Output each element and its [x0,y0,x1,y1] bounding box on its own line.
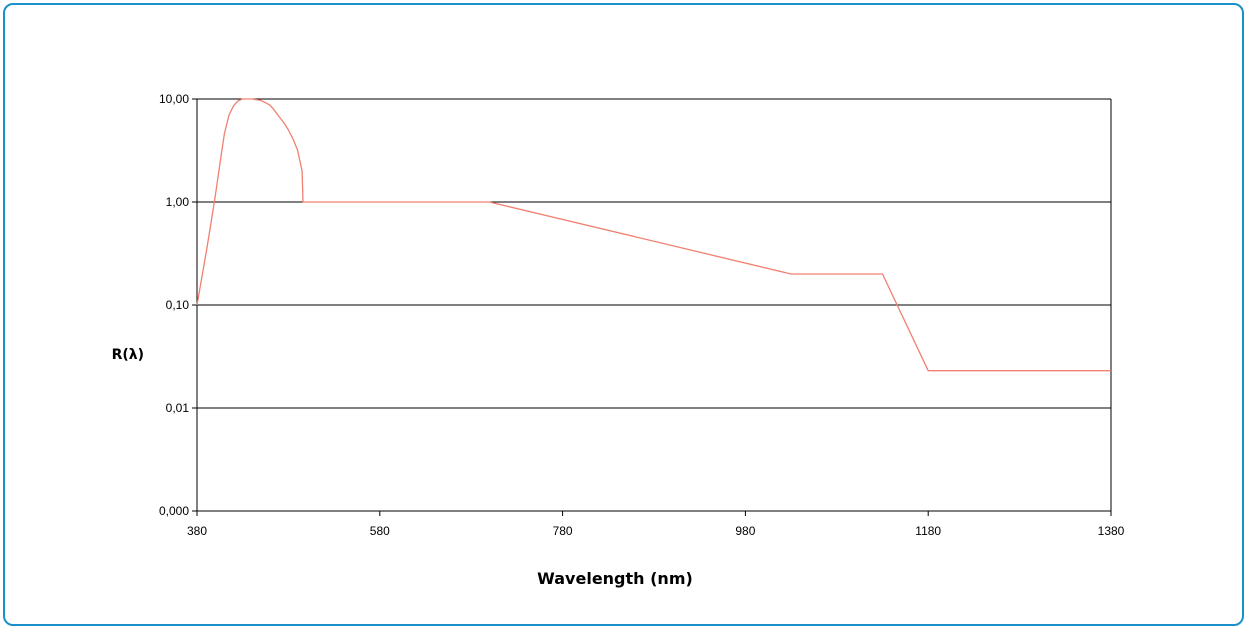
y-tick-label: 1,00 [166,195,190,209]
x-tick-label: 1380 [1098,524,1125,538]
y-tick-label: 10,00 [159,92,189,106]
x-tick-labels: 380 580 780 980 1180 1380 [187,524,1125,538]
axes [192,98,1112,516]
grid-lines [197,98,1111,409]
y-tick-label: 0,000 [159,504,189,518]
series-group [196,98,1111,372]
x-tick-label: 380 [187,524,207,538]
x-tick-label: 1180 [915,524,941,538]
x-axis-label: Wavelength (nm) [537,569,693,588]
x-tick-label: 780 [553,524,573,538]
x-tick-label: 980 [735,524,755,538]
series-line [196,98,1111,372]
y-tick-labels: 0,000 0,01 0,10 1,00 10,00 [159,92,189,518]
y-axis-label: R(λ) [112,347,144,363]
x-tick-label: 580 [370,524,390,538]
y-tick-label: 0,01 [166,401,190,415]
y-tick-label: 0,10 [166,298,190,312]
chart-frame [3,3,1244,626]
